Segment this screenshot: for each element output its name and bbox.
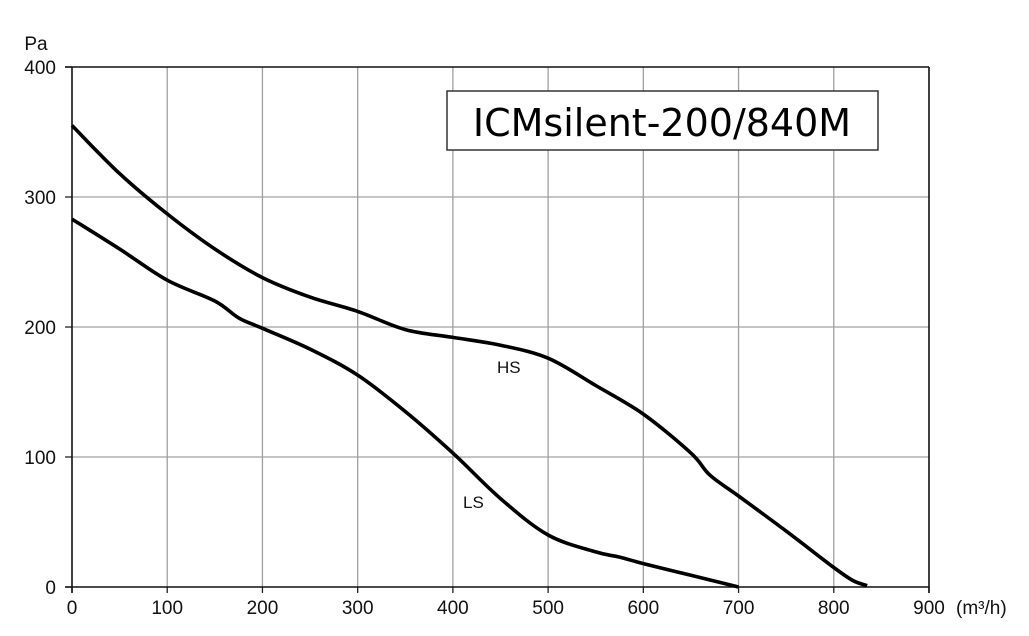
x-tick-label: 900 (913, 598, 945, 619)
x-tick-label: 100 (151, 598, 183, 619)
y-tick-label: 100 (24, 448, 56, 469)
x-tick-label: 800 (818, 598, 850, 619)
curves (70, 124, 868, 589)
x-tick-label: 400 (437, 598, 469, 619)
y-tick-label: 400 (24, 58, 56, 79)
x-axis-unit: (m³/h) (956, 598, 1007, 619)
x-tick-label: 200 (247, 598, 279, 619)
x-tick-label: 700 (723, 598, 755, 619)
hs-curve-label: HS (497, 358, 521, 377)
x-tick-label: 600 (627, 598, 659, 619)
x-tick-label: 500 (532, 598, 564, 619)
y-axis-unit: Pa (24, 34, 48, 55)
y-tick-label: 300 (24, 188, 56, 209)
hs-curve (70, 124, 868, 588)
y-tick-label: 200 (24, 318, 56, 339)
x-tick-label: 0 (67, 598, 78, 619)
grid-lines (72, 67, 929, 587)
y-tick-label: 0 (45, 578, 56, 599)
ls-curve (71, 217, 739, 589)
tick-labels: 0 100 200 300 400 500 600 700 800 900 0 100 200 300 40… (24, 58, 945, 619)
title-box: ICMsilent-200/840M (446, 90, 879, 151)
ls-curve-label: LS (463, 493, 484, 512)
chart-title: ICMsilent-200/840M (473, 101, 851, 145)
x-tick-label: 300 (342, 598, 374, 619)
axes (65, 66, 930, 593)
